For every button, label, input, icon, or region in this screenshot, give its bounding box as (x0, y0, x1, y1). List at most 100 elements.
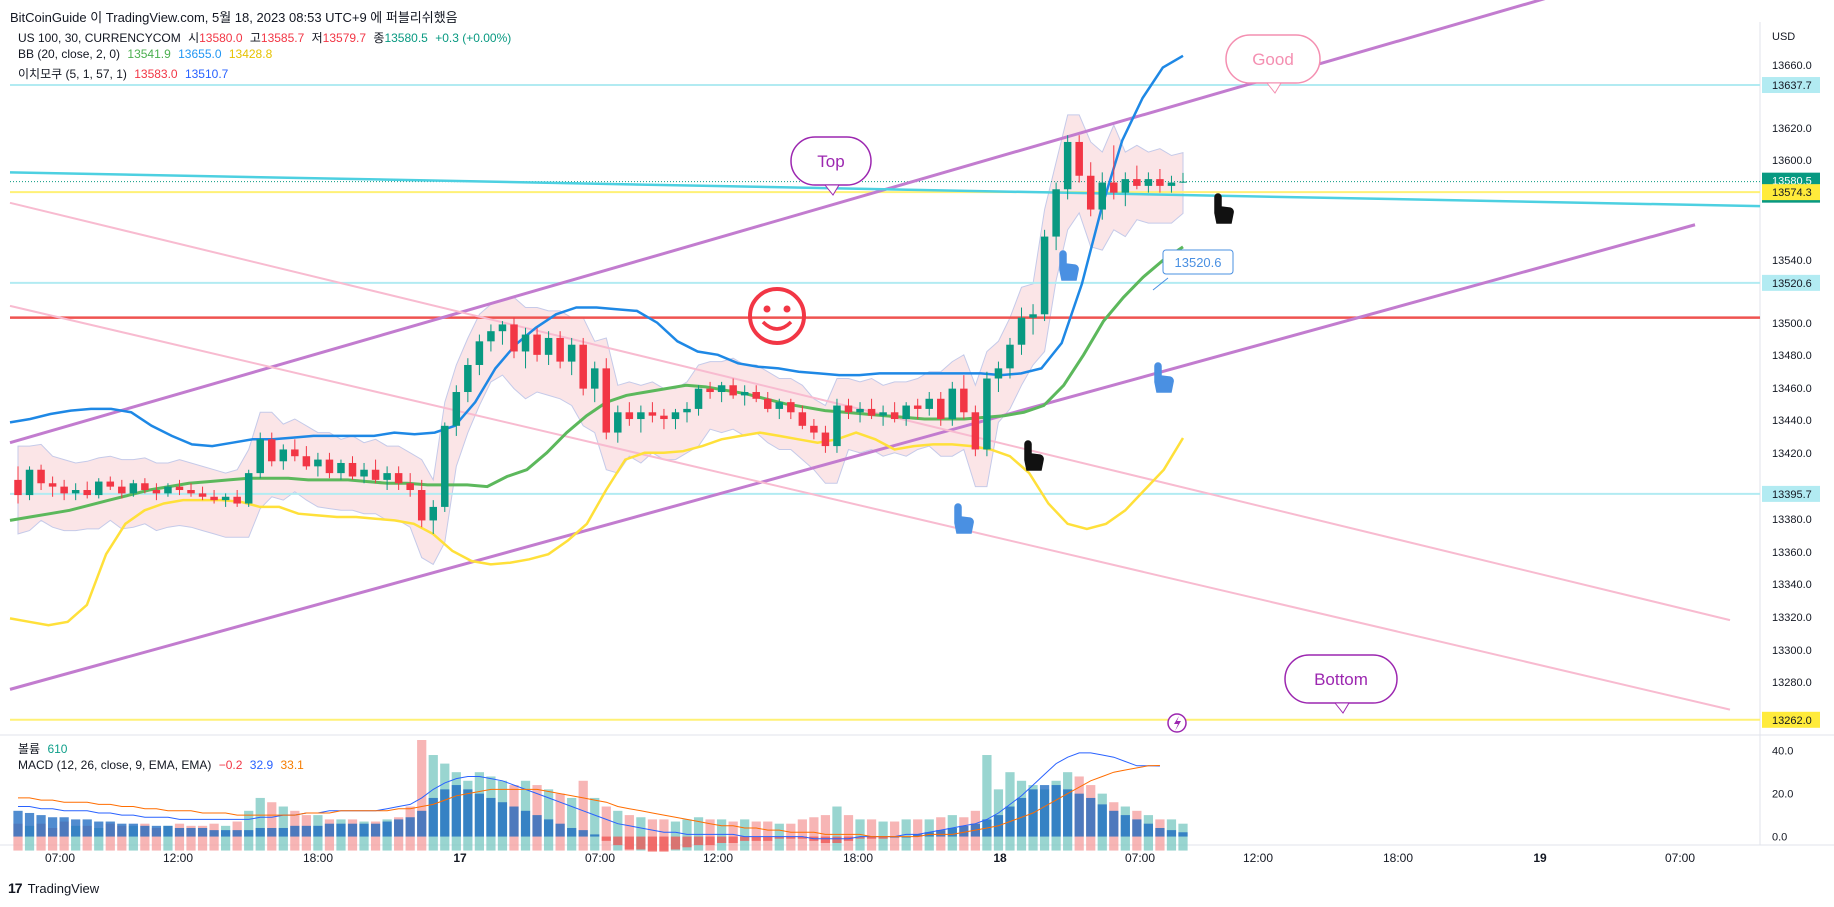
candle-body (475, 341, 484, 365)
candle-body (210, 496, 218, 501)
macd-histogram-bar (740, 836, 750, 841)
ichimoku-b-value: 13510.7 (184, 67, 229, 81)
price-axis-tick: 13280.0 (1772, 677, 1812, 689)
volume-bar (128, 825, 138, 851)
candle-body (406, 483, 414, 491)
candle-body (256, 439, 264, 474)
time-axis-label: 18 (993, 851, 1007, 865)
volume-bar (636, 817, 646, 851)
candle-body (383, 473, 391, 480)
macd-histogram-bar (186, 827, 196, 837)
macd-legend[interactable]: MACD (12, 26, close, 9, EMA, EMA) −0.2 3… (18, 758, 308, 772)
macd-histogram-bar (832, 836, 842, 843)
candle-body (937, 398, 945, 420)
candle-body (1040, 236, 1049, 315)
bb-upper-value: 13655.0 (178, 47, 222, 61)
symbol-legend: US 100, 30, CURRENCYCOM 시13580.0 고13585.… (18, 29, 515, 46)
callout-top-tail (823, 184, 840, 196)
time-axis-label: 18:00 (1383, 851, 1413, 865)
candle-body (1086, 175, 1095, 210)
volume-bar (267, 802, 277, 851)
macd-histogram-bar (232, 830, 242, 837)
price-axis-tick: 13300.0 (1772, 645, 1812, 657)
candle-body (279, 449, 288, 462)
macd-histogram-bar (140, 825, 150, 837)
volume-bar (820, 815, 831, 851)
price-label-text: 13637.7 (1772, 80, 1812, 92)
pink-trend-line-lower (9, 304, 1731, 711)
symbol-label[interactable]: US 100, 30, CURRENCYCOM (18, 31, 181, 45)
candle-body (913, 405, 922, 409)
open-value: 13580.0 (199, 31, 243, 45)
macd-histogram-bar (659, 836, 669, 852)
change-value: +0.3 (+0.00%) (435, 31, 512, 45)
candle-body (706, 388, 714, 393)
volume-bar (578, 780, 588, 851)
price-axis-tick: 13380.0 (1772, 514, 1812, 526)
hand-pointer-icon-shape (954, 503, 974, 534)
bb-legend[interactable]: BB (20, close, 2, 0) 13541.9 13655.0 134… (18, 47, 276, 61)
candle-body (498, 324, 507, 332)
candle-body (625, 412, 634, 420)
macd-histogram-bar (163, 825, 173, 837)
candle-body (533, 334, 541, 355)
macd-histogram-bar (717, 836, 727, 843)
candle-body (106, 481, 115, 487)
price-note-pointer (1152, 277, 1169, 291)
low-label: 저 (311, 31, 323, 45)
time-axis-label: 07:00 (45, 851, 75, 865)
time-axis-label: 12:00 (163, 851, 193, 865)
macd-histogram-bar (1097, 804, 1107, 837)
candle-body (291, 449, 299, 457)
candle-body (1029, 314, 1037, 318)
alert-icon-bolt (1174, 716, 1181, 731)
macd-histogram-bar (278, 827, 288, 837)
macd-line-value: 32.9 (249, 758, 274, 772)
volume-bar (221, 825, 231, 851)
volume-bar (843, 815, 854, 851)
macd-histogram-bar (947, 827, 957, 837)
candle-body (648, 412, 657, 416)
price-label-bg (1762, 274, 1820, 291)
time-axis-label: 12:00 (703, 851, 733, 865)
candle-body (244, 473, 253, 504)
macd-histogram-bar (1166, 830, 1177, 837)
macd-histogram-bar (290, 825, 300, 837)
macd-histogram-bar (128, 823, 138, 837)
candle-body (429, 506, 437, 521)
candle-body (314, 459, 322, 467)
price-label-text: 13262.0 (1772, 715, 1812, 727)
macd-histogram-bar (1178, 832, 1188, 837)
time-axis-label: 07:00 (1665, 851, 1695, 865)
candle-body (948, 388, 957, 420)
macd-histogram-bar (1039, 785, 1050, 837)
macd-histogram-bar (751, 836, 761, 841)
candle-body (1167, 182, 1176, 186)
volume-legend[interactable]: 볼륨 610 (18, 740, 71, 757)
smiley-face (748, 287, 806, 345)
candle-body (717, 385, 726, 393)
candle-body (94, 481, 103, 496)
ichimoku-label: 이치모쿠 (5, 1, 57, 1) (18, 67, 127, 81)
macd-histogram-bar (613, 836, 623, 846)
macd-histogram-bar (451, 785, 461, 837)
macd-histogram-bar (428, 797, 438, 837)
tradingview-logo: 17 (8, 880, 23, 896)
candle-body (614, 412, 622, 433)
ichimoku-legend[interactable]: 이치모쿠 (5, 1, 57, 1) 13583.0 13510.7 (18, 65, 232, 82)
macd-histogram-bar (774, 836, 784, 839)
hand-pointer-icon (954, 503, 974, 534)
macd-histogram-bar (647, 836, 658, 852)
macd-histogram-bar (497, 802, 508, 837)
price-label-text: 13574.3 (1772, 187, 1812, 199)
macd-histogram-bar (440, 789, 450, 837)
macd-histogram-bar (520, 810, 531, 837)
macd-histogram-bar (682, 836, 692, 848)
macd-histogram-bar (578, 830, 588, 837)
macd-signal-value: 33.1 (280, 758, 304, 772)
candle-body (325, 459, 334, 474)
hand-pointer-icon (1214, 193, 1234, 224)
candle-body (798, 412, 807, 426)
candle-body (1121, 179, 1130, 193)
